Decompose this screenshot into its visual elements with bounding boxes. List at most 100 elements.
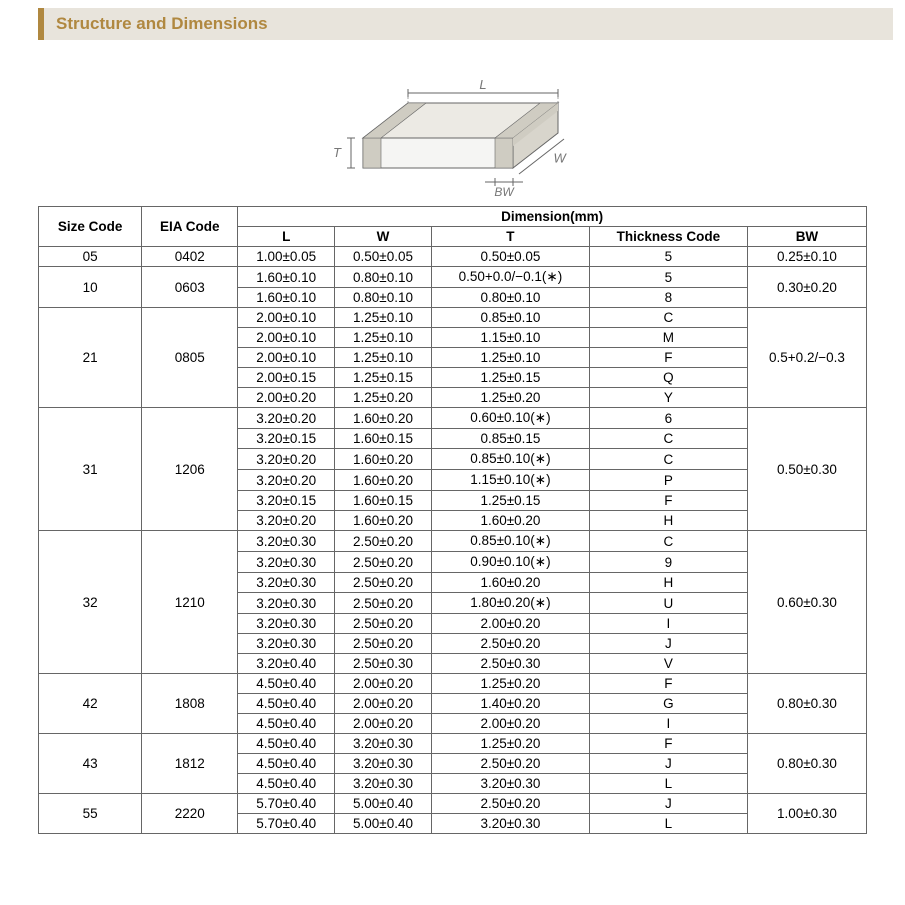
cell-w: 2.00±0.20	[335, 694, 432, 714]
cell-thickness-code: L	[589, 774, 747, 794]
cell-t: 1.25±0.15	[431, 368, 589, 388]
cell-l: 2.00±0.10	[238, 348, 335, 368]
cell-eia-code: 0805	[142, 308, 238, 408]
cell-t: 0.50±0.05	[431, 247, 589, 267]
cell-l: 2.00±0.15	[238, 368, 335, 388]
cell-t: 0.85±0.15	[431, 429, 589, 449]
cell-l: 2.00±0.10	[238, 308, 335, 328]
cell-eia-code: 0402	[142, 247, 238, 267]
svg-text:L: L	[479, 77, 486, 92]
cell-thickness-code: M	[589, 328, 747, 348]
th-dimension: Dimension(mm)	[238, 207, 867, 227]
cell-l: 4.50±0.40	[238, 694, 335, 714]
svg-text:W: W	[553, 151, 567, 166]
cell-t: 0.90±0.10(∗)	[431, 552, 589, 573]
cell-l: 3.20±0.30	[238, 531, 335, 552]
table-row: 0504021.00±0.050.50±0.050.50±0.0550.25±0…	[39, 247, 867, 267]
cell-t: 1.25±0.20	[431, 674, 589, 694]
cell-t: 2.50±0.20	[431, 754, 589, 774]
component-diagram: LWTBW	[0, 44, 905, 206]
cell-l: 3.20±0.30	[238, 634, 335, 654]
cell-bw: 0.80±0.30	[747, 734, 866, 794]
cell-thickness-code: F	[589, 674, 747, 694]
table-row: 3212103.20±0.302.50±0.200.85±0.10(∗)C0.6…	[39, 531, 867, 552]
cell-thickness-code: 5	[589, 267, 747, 288]
cell-w: 0.80±0.10	[335, 288, 432, 308]
cell-bw: 1.00±0.30	[747, 794, 866, 834]
cell-thickness-code: C	[589, 429, 747, 449]
cell-thickness-code: F	[589, 734, 747, 754]
cell-t: 2.50±0.30	[431, 654, 589, 674]
cell-thickness-code: 6	[589, 408, 747, 429]
th-thickness-code: Thickness Code	[589, 227, 747, 247]
table-row: 5522205.70±0.405.00±0.402.50±0.20J1.00±0…	[39, 794, 867, 814]
th-w: W	[335, 227, 432, 247]
cell-thickness-code: 9	[589, 552, 747, 573]
cell-thickness-code: I	[589, 714, 747, 734]
cell-l: 4.50±0.40	[238, 774, 335, 794]
th-eia-code: EIA Code	[142, 207, 238, 247]
cell-eia-code: 0603	[142, 267, 238, 308]
cell-w: 1.60±0.20	[335, 511, 432, 531]
cell-thickness-code: 5	[589, 247, 747, 267]
cell-w: 1.25±0.15	[335, 368, 432, 388]
cell-l: 3.20±0.20	[238, 408, 335, 429]
cell-thickness-code: C	[589, 308, 747, 328]
cell-w: 3.20±0.30	[335, 774, 432, 794]
table-row: 3112063.20±0.201.60±0.200.60±0.10(∗)60.5…	[39, 408, 867, 429]
table-row: 1006031.60±0.100.80±0.100.50+0.0/−0.1(∗)…	[39, 267, 867, 288]
cell-t: 0.85±0.10(∗)	[431, 449, 589, 470]
cell-thickness-code: C	[589, 531, 747, 552]
cell-t: 1.15±0.10	[431, 328, 589, 348]
cell-w: 1.25±0.10	[335, 348, 432, 368]
svg-text:BW: BW	[494, 185, 515, 198]
cell-l: 4.50±0.40	[238, 754, 335, 774]
cell-thickness-code: J	[589, 794, 747, 814]
cell-t: 0.85±0.10	[431, 308, 589, 328]
cell-l: 3.20±0.20	[238, 511, 335, 531]
cell-t: 1.15±0.10(∗)	[431, 470, 589, 491]
cell-l: 1.60±0.10	[238, 267, 335, 288]
cell-t: 0.85±0.10(∗)	[431, 531, 589, 552]
th-size-code: Size Code	[39, 207, 142, 247]
cell-bw: 0.25±0.10	[747, 247, 866, 267]
cell-w: 1.25±0.10	[335, 308, 432, 328]
cell-thickness-code: C	[589, 449, 747, 470]
cell-w: 3.20±0.30	[335, 754, 432, 774]
cell-w: 1.60±0.15	[335, 429, 432, 449]
cell-eia-code: 1812	[142, 734, 238, 794]
cell-w: 0.80±0.10	[335, 267, 432, 288]
cell-w: 1.60±0.20	[335, 470, 432, 491]
cell-l: 3.20±0.40	[238, 654, 335, 674]
cell-t: 1.25±0.20	[431, 734, 589, 754]
dimensions-table-container: Size Code EIA Code Dimension(mm) L W T T…	[0, 206, 905, 844]
cell-l: 3.20±0.20	[238, 449, 335, 470]
cell-w: 0.50±0.05	[335, 247, 432, 267]
cell-thickness-code: H	[589, 511, 747, 531]
cell-l: 3.20±0.20	[238, 470, 335, 491]
cell-eia-code: 1210	[142, 531, 238, 674]
cell-w: 1.60±0.20	[335, 408, 432, 429]
cell-w: 1.25±0.10	[335, 328, 432, 348]
cell-w: 2.50±0.20	[335, 573, 432, 593]
cell-eia-code: 1206	[142, 408, 238, 531]
cell-l: 3.20±0.30	[238, 552, 335, 573]
cell-t: 2.50±0.20	[431, 634, 589, 654]
cell-thickness-code: J	[589, 634, 747, 654]
cell-bw: 0.80±0.30	[747, 674, 866, 734]
cell-t: 1.80±0.20(∗)	[431, 593, 589, 614]
cell-w: 1.25±0.20	[335, 388, 432, 408]
cell-bw: 0.5+0.2/−0.3	[747, 308, 866, 408]
cell-w: 1.60±0.20	[335, 449, 432, 470]
cell-size-code: 55	[39, 794, 142, 834]
cell-l: 3.20±0.30	[238, 614, 335, 634]
cell-size-code: 21	[39, 308, 142, 408]
cell-eia-code: 2220	[142, 794, 238, 834]
cell-l: 4.50±0.40	[238, 734, 335, 754]
cell-l: 3.20±0.30	[238, 593, 335, 614]
cell-l: 1.00±0.05	[238, 247, 335, 267]
cell-t: 2.00±0.20	[431, 714, 589, 734]
cell-w: 2.50±0.20	[335, 593, 432, 614]
cell-bw: 0.30±0.20	[747, 267, 866, 308]
cell-l: 3.20±0.15	[238, 491, 335, 511]
